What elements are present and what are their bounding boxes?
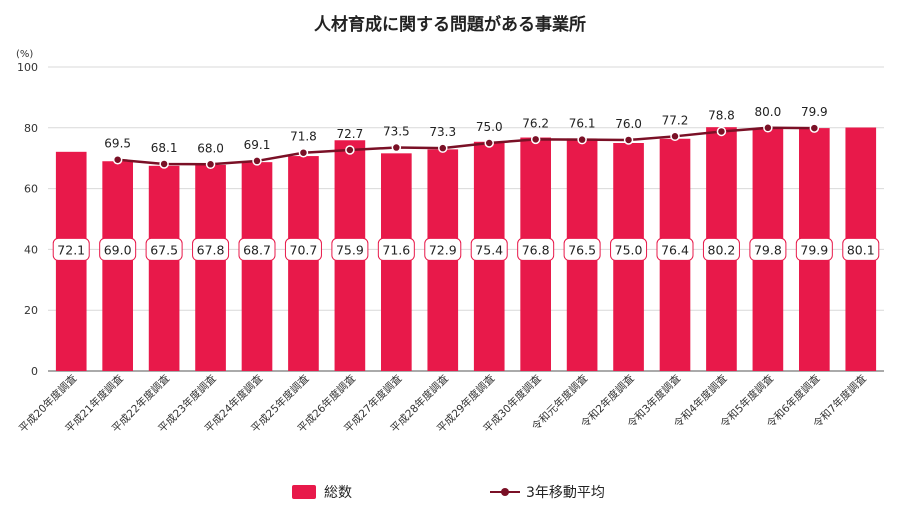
bar (55, 151, 87, 371)
chart-title: 人材育成に関する問題がある事業所 (314, 15, 586, 35)
bar-value-box (377, 237, 415, 261)
bar-value-label: 80.1 (847, 242, 875, 257)
bar-value-label: 80.2 (708, 242, 736, 257)
y-tick-label: 60 (24, 183, 38, 196)
bar (195, 164, 226, 371)
bar-value-label: 75.4 (475, 242, 503, 257)
line-point (670, 131, 680, 142)
line-point (252, 156, 262, 166)
line-value-label: 79.9 (801, 105, 828, 119)
line-point (205, 159, 216, 170)
line-point (298, 147, 309, 158)
bar-value-label: 79.8 (754, 242, 782, 257)
legend-line-swatch (490, 485, 520, 499)
line-point (577, 134, 587, 145)
bar-value-label: 75.9 (336, 242, 364, 257)
bar-value-box (284, 237, 322, 261)
line-value-label: 69.1 (244, 138, 271, 152)
line-point (159, 159, 169, 169)
bar-value-label: 76.4 (661, 242, 689, 257)
y-tick-label: 80 (24, 122, 38, 135)
bar-value-box (331, 237, 369, 261)
bar-value-box (192, 237, 230, 261)
line-value-label: 80.0 (755, 105, 782, 119)
line-point (391, 142, 402, 153)
line-value-label: 73.5 (383, 125, 410, 139)
bar-value-box (99, 237, 137, 261)
bar-value-label: 72.9 (429, 242, 457, 257)
legend-line-label: 3年移動平均 (526, 485, 605, 501)
bar-value-label: 67.8 (197, 242, 225, 257)
y-tick-label: 20 (24, 304, 38, 317)
line-point (112, 154, 123, 165)
bar-value-label: 67.5 (150, 242, 178, 257)
bar-value-label: 75.0 (615, 242, 643, 257)
y-tick-label: 100 (17, 61, 38, 74)
line-value-label: 75.0 (476, 120, 503, 134)
chart-legend: 総数 3年移動平均 (0, 482, 900, 506)
bar-value-box (749, 237, 787, 261)
line-value-label: 68.1 (151, 141, 178, 155)
line-point (716, 126, 727, 137)
line-point (763, 123, 773, 133)
line-point (809, 123, 820, 133)
y-tick-label: 0 (31, 365, 38, 378)
legend-bar-label: 総数 (324, 485, 352, 501)
legend-bar-swatch (292, 485, 316, 499)
bar-value-label: 71.6 (382, 242, 410, 257)
bar-value-label: 79.9 (800, 242, 828, 257)
line-value-label: 71.8 (290, 130, 317, 144)
bar-value-label: 76.8 (522, 242, 550, 257)
bar-value-box (656, 237, 694, 261)
y-axis-unit: (%) (16, 49, 33, 60)
bar-value-box (795, 237, 833, 261)
line-value-label: 78.8 (708, 108, 735, 122)
line-value-label: 72.7 (337, 127, 364, 141)
line-value-label: 77.2 (662, 113, 689, 127)
line-value-label: 68.0 (197, 141, 224, 155)
bar-value-box (563, 237, 601, 261)
bar-value-box (238, 237, 276, 261)
bar (102, 161, 133, 371)
bar-value-label: 70.7 (290, 242, 318, 257)
bar-value-box (610, 237, 648, 261)
bar (148, 165, 180, 371)
bar-value-box (145, 237, 183, 261)
bar-value-label: 68.7 (243, 242, 271, 257)
line-point (345, 145, 355, 155)
bar (381, 153, 412, 371)
line-value-label: 73.3 (429, 125, 456, 139)
bar-value-box (842, 237, 880, 261)
line-value-label: 76.1 (569, 117, 596, 131)
bar-value-box (424, 237, 462, 261)
bar-value-label: 76.5 (568, 242, 596, 257)
bar (288, 156, 319, 371)
chart-plot: 0 20 40 60 80 100(%) 72.1 69.0 67.5 67.8 68.7 70.7 7… (16, 49, 884, 435)
bar-value-label: 72.1 (57, 242, 85, 257)
legend-item-line: 3年移動平均 (490, 482, 605, 502)
bar-value-box (52, 237, 90, 261)
bar (241, 162, 273, 371)
bar-value-box (517, 237, 555, 261)
bar-value-box (702, 237, 740, 261)
line-point (484, 138, 494, 148)
bar-value-box (470, 237, 508, 261)
line-point (438, 143, 448, 153)
bar-value-label: 69.0 (104, 242, 132, 257)
line-point (530, 134, 541, 145)
line-value-label: 69.5 (104, 137, 131, 151)
y-tick-label: 40 (24, 243, 38, 256)
line-value-label: 76.2 (522, 116, 549, 130)
line-series (117, 126, 815, 166)
line-value-label: 76.0 (615, 117, 642, 131)
legend-item-bar: 総数 (292, 482, 352, 502)
line-point (623, 135, 634, 145)
